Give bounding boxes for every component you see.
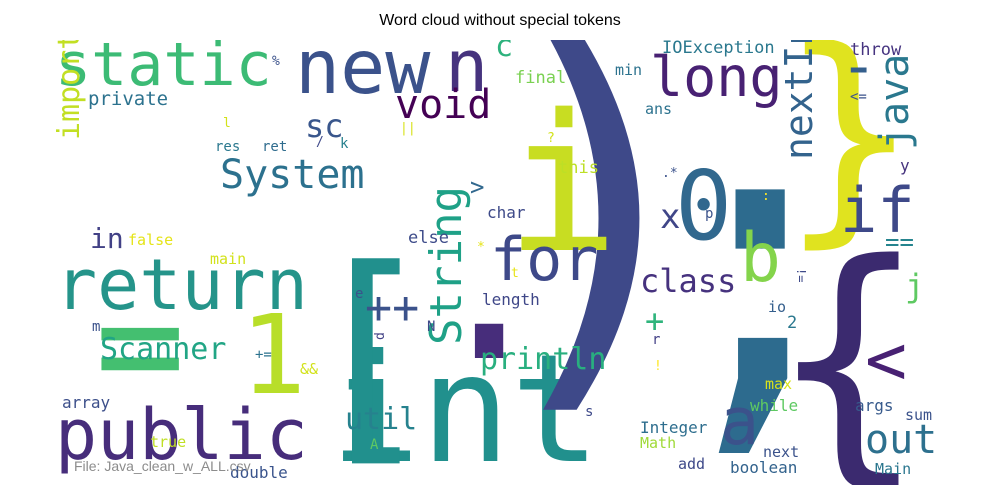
word-72: +=: [255, 347, 272, 363]
word-36: j: [905, 267, 925, 305]
word-28: nextInt: [777, 40, 821, 160]
word-53: boolean: [730, 458, 798, 477]
word-13: 1: [240, 291, 307, 419]
word-29: out: [865, 417, 938, 463]
word-26: ++: [365, 281, 420, 334]
word-81: m: [92, 319, 101, 335]
word-cloud: int[{;})(ireturnpublicnew0static1.=ifa<n…: [50, 40, 950, 485]
word-60: next: [763, 443, 800, 461]
word-37: util: [345, 402, 418, 437]
word-21: for: [490, 225, 599, 295]
word-85: d: [373, 332, 388, 340]
word-44: private: [88, 88, 169, 110]
word-68: 2: [787, 313, 798, 333]
word-95: .*: [662, 166, 678, 181]
word-96: :: [762, 189, 770, 204]
word-23: -: [840, 40, 878, 102]
word-88: %: [272, 54, 280, 69]
word-20: long: [650, 45, 783, 109]
word-92: ||: [400, 121, 416, 136]
word-56: array: [62, 393, 111, 412]
word-86: t: [511, 266, 519, 281]
word-62: Math: [640, 434, 677, 452]
word-17: a: [720, 385, 760, 460]
word-12: static: [55, 40, 272, 100]
word-35: x: [660, 197, 681, 237]
word-24: java: [872, 53, 918, 150]
word-84: A: [370, 437, 379, 453]
word-55: args: [855, 396, 894, 415]
word-51: char: [487, 203, 526, 222]
word-79: s: [585, 404, 594, 420]
word-78: p: [705, 206, 714, 222]
word-39: c: [495, 40, 514, 64]
word-32: println: [480, 342, 607, 377]
word-75: ret: [262, 139, 288, 155]
word-38: sc: [305, 107, 344, 145]
word-47: final: [515, 68, 567, 88]
word-0: int: [330, 323, 601, 485]
word-93: !=: [794, 268, 808, 283]
word-40: in: [90, 222, 124, 255]
word-9: public: [55, 394, 308, 476]
word-87: l: [223, 116, 231, 131]
word-46: throw: [850, 40, 902, 60]
word-16: if: [840, 174, 915, 247]
word-64: sum: [905, 406, 933, 424]
word-30: void: [395, 82, 492, 128]
word-2: {: [770, 209, 927, 485]
word-11: 0: [675, 152, 733, 262]
word-76: k: [340, 136, 349, 152]
word-70: false: [128, 231, 174, 249]
word-91: ?: [547, 131, 555, 146]
word-63: max: [765, 375, 793, 393]
word-3: ;: [640, 40, 881, 485]
word-10: new: [295, 40, 431, 111]
word-19: n: [445, 40, 489, 108]
word-77: y: [900, 156, 910, 175]
word-43: >: [470, 173, 485, 201]
word-73: <=: [850, 89, 867, 105]
word-49: else: [408, 228, 449, 248]
chart-title: Word cloud without special tokens: [379, 12, 621, 29]
word-50: length: [482, 290, 540, 309]
source-file-label: File: Java_clean_w_ALL.csv: [74, 458, 251, 474]
word-34: import: [52, 40, 87, 140]
word-82: e: [355, 286, 364, 302]
word-65: ans: [645, 100, 673, 118]
word-45: IOException: [662, 40, 775, 58]
word-94: *: [477, 240, 485, 255]
word-59: Main: [875, 460, 912, 478]
word-4: }: [780, 40, 919, 268]
word-5: ): [470, 40, 729, 455]
word-22: b: [740, 219, 781, 298]
word-69: true: [150, 433, 187, 451]
word-90: !: [654, 359, 662, 374]
word-25: System: [220, 152, 365, 198]
word-14: .: [420, 146, 559, 413]
word-31: Scanner: [100, 332, 227, 367]
word-1: [: [300, 221, 439, 485]
word-41: ==: [885, 228, 914, 256]
word-67: io: [768, 298, 787, 316]
word-89: /: [316, 135, 324, 150]
word-52: Integer: [640, 418, 708, 437]
word-71: &&: [300, 360, 319, 378]
word-42: +: [645, 302, 665, 340]
word-18: <: [865, 319, 908, 401]
word-74: res: [215, 139, 241, 155]
word-8: return: [55, 244, 308, 326]
word-58: main: [210, 250, 247, 268]
word-66: min: [615, 61, 643, 79]
word-15: =: [95, 258, 186, 432]
word-83: N: [427, 319, 436, 335]
word-7: i: [505, 74, 620, 295]
word-33: class: [640, 262, 737, 300]
word-80: r: [652, 332, 661, 348]
word-54: while: [750, 396, 799, 415]
word-61: add: [678, 455, 706, 473]
word-57: double: [230, 463, 288, 482]
word-48: this: [558, 158, 599, 178]
